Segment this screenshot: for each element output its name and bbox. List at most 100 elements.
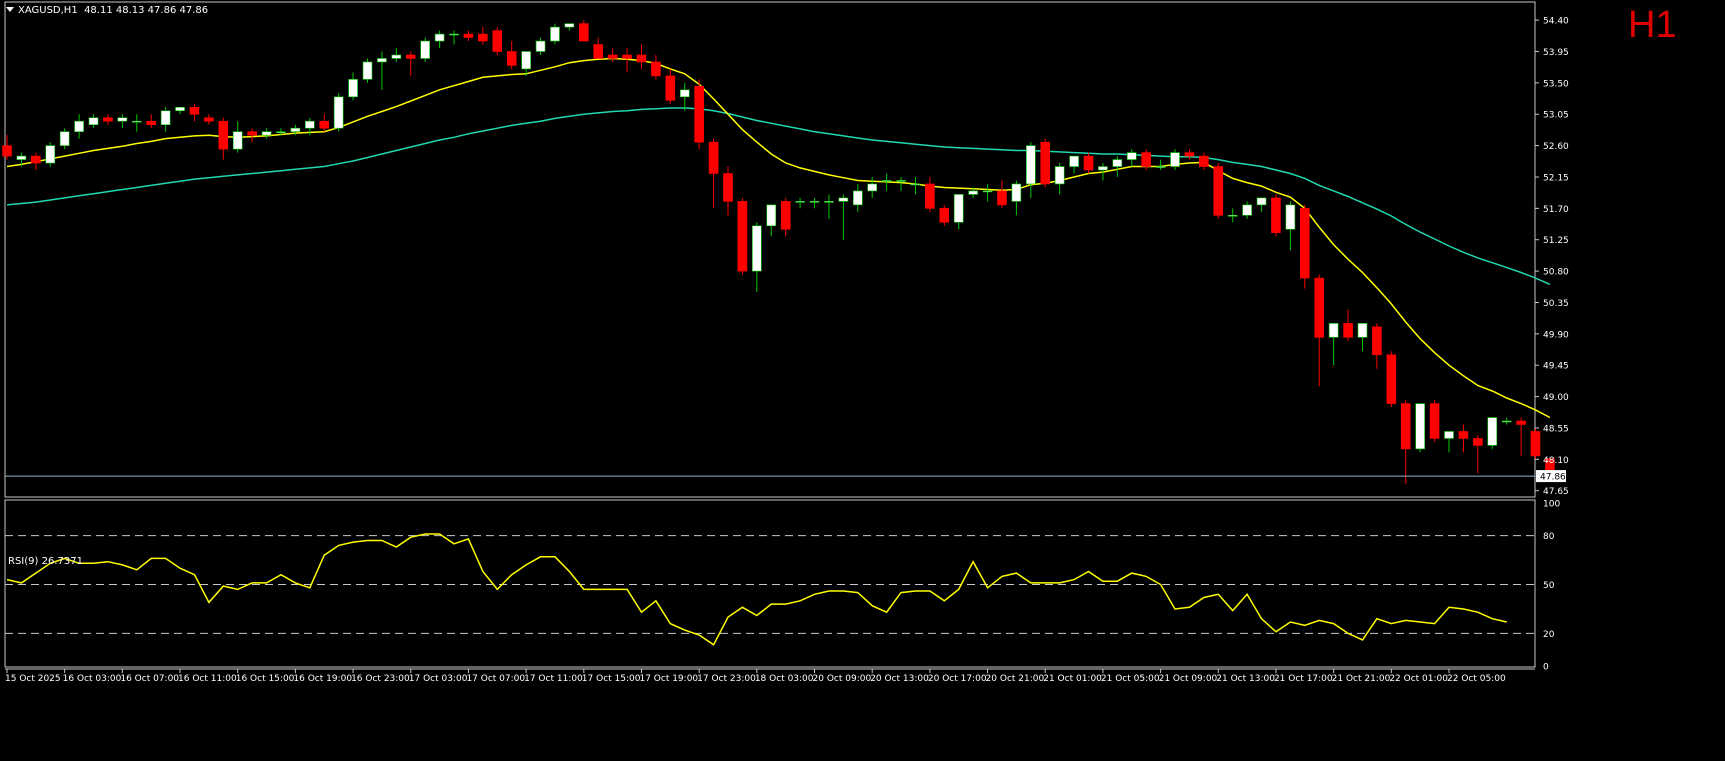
candle-body-bull: [449, 33, 459, 36]
candle: [1444, 431, 1454, 453]
candle: [45, 142, 56, 167]
main-pane-border: [4, 1, 1536, 498]
candle: [535, 37, 546, 55]
candle-body-bull: [1155, 166, 1166, 168]
candle-body-bear: [593, 44, 604, 59]
candle: [1314, 274, 1325, 387]
candle: [1516, 417, 1526, 456]
candle-body-bull: [1285, 204, 1296, 230]
candle: [1054, 163, 1065, 195]
candle-body-bull: [1112, 159, 1123, 167]
candle: [1213, 163, 1224, 219]
time-tick-label: 20 Oct 09:00: [813, 674, 872, 684]
candle: [1501, 417, 1512, 425]
candle-body-bear: [1372, 326, 1382, 356]
candle-body-bull: [391, 54, 402, 59]
time-tick-label: 22 Oct 05:00: [1447, 674, 1506, 684]
ma-fast-line: [6, 57, 1551, 419]
candle-body-bull: [838, 197, 849, 202]
time-tick-label: 17 Oct 19:00: [639, 674, 698, 684]
candle-body-bull: [564, 23, 575, 28]
candle: [1184, 149, 1195, 160]
ohlc-values: 48.11 48.13 47.86 47.86: [84, 5, 209, 16]
candle: [290, 124, 301, 136]
candle: [16, 152, 27, 167]
current-price-badge: [1536, 470, 1566, 483]
candle: [348, 72, 358, 101]
candle-body-bear: [1530, 431, 1541, 457]
candle: [31, 152, 41, 171]
candle-body-bull: [333, 96, 344, 129]
candle: [1386, 351, 1397, 408]
candle-body-bear: [665, 75, 676, 101]
candle-body-bull: [910, 183, 921, 186]
candle-body-bear: [1271, 197, 1281, 234]
chart-frame: [4, 1, 1536, 670]
candle-body-bear: [218, 120, 229, 150]
candle: [636, 44, 647, 69]
candle-body-bull: [261, 131, 272, 136]
candle: [377, 51, 387, 90]
candle-body-bull: [968, 190, 978, 195]
candle-body-bull: [175, 106, 185, 112]
candle-body-bull: [982, 190, 993, 193]
candle-body-bull: [1242, 204, 1252, 216]
candle: [1069, 155, 1079, 174]
candle-body-bull: [1011, 183, 1022, 202]
candle-body-bull: [881, 180, 892, 182]
symbol-info[interactable]: XAGUSD,H1 48.11 48.13 47.86 47.86: [6, 5, 208, 16]
candle-body-bear: [405, 54, 416, 59]
rsi-axis-label: 100: [1543, 500, 1560, 510]
candle: [276, 128, 286, 136]
candle-body-bear: [506, 51, 517, 66]
time-tick-label: 21 Oct 09:00: [1159, 674, 1218, 684]
candle-body-bull: [160, 110, 171, 126]
candle-body-bull: [953, 194, 964, 223]
price-tick-label: 48.10: [1543, 456, 1569, 466]
candle: [651, 54, 661, 80]
candle: [1141, 149, 1151, 171]
candle: [146, 114, 156, 129]
price-tick-label: 53.95: [1543, 48, 1569, 58]
candle: [1415, 403, 1425, 453]
candle: [420, 37, 430, 62]
price-tick-label: 52.15: [1543, 173, 1569, 183]
price-tick-label: 53.05: [1543, 111, 1569, 121]
timeframe-label: H1: [1628, 4, 1677, 46]
candle: [607, 48, 618, 62]
candle: [478, 27, 488, 45]
rsi-indicator: 100 80 50 20 0: [5, 500, 1560, 673]
candle-body-bear: [1429, 403, 1440, 439]
candle-body-bull: [795, 201, 805, 203]
candle-body-bull: [59, 131, 70, 146]
time-tick-label: 21 Oct 17:00: [1274, 674, 1333, 684]
candle: [1343, 309, 1353, 341]
candle: [752, 222, 762, 293]
time-axis: 15 Oct 2025 16 Oct 03:00 16 Oct 07:00 16 Oc…: [5, 669, 1506, 684]
candle: [1372, 323, 1382, 369]
candle-body-bull: [348, 79, 358, 98]
candle-body-bull: [1328, 323, 1339, 338]
candle: [968, 187, 978, 198]
candle-body-bull: [290, 127, 301, 132]
symbol-label: XAGUSD,H1: [18, 5, 78, 16]
candle: [1040, 138, 1051, 188]
candle: [1400, 400, 1411, 484]
candle: [910, 176, 921, 195]
candle-body-bull: [276, 131, 286, 133]
candle-body-bull: [434, 33, 445, 42]
candle: [679, 82, 690, 111]
candle: [795, 197, 805, 209]
candle: [766, 204, 777, 237]
time-tick-label: 20 Oct 17:00: [928, 674, 987, 684]
candle-body-bear: [1516, 420, 1526, 425]
candle: [824, 194, 834, 219]
candle-body-bull: [117, 117, 128, 122]
dropdown-arrow-icon[interactable]: [6, 7, 14, 12]
time-tick-label: 20 Oct 21:00: [986, 674, 1045, 684]
candle: [1199, 152, 1209, 171]
candle-body-bear: [997, 190, 1007, 206]
price-tick-label: 51.25: [1543, 236, 1569, 246]
